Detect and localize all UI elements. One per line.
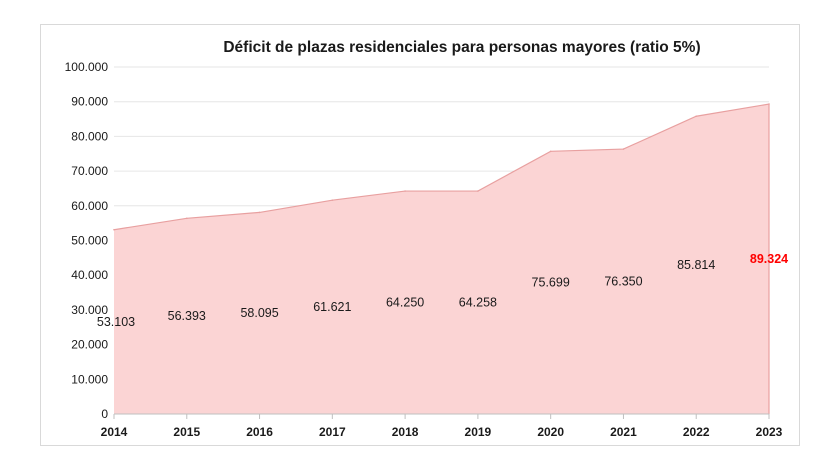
data-point [113,228,115,231]
x-tick-label: 2018 [392,425,419,439]
data-point [258,211,261,214]
data-point [404,190,406,192]
chart-svg: Déficit de plazas residenciales para per… [65,39,789,439]
data-labels: 53.103 56.393 58.095 61.621 64.250 64.258 75.6… [97,252,788,329]
y-tick-label: 60.000 [71,199,108,213]
data-label-highlight: 89.324 [750,252,788,266]
y-tick-label: 70.000 [71,164,108,178]
y-tick-label: 0 [101,407,108,421]
data-label: 64.258 [459,296,497,310]
chart-frame: Déficit de plazas residenciales para per… [40,24,800,446]
y-tick-label: 80.000 [71,129,108,143]
x-tick-label: 2017 [319,425,346,439]
data-point [549,150,552,153]
data-label: 58.095 [240,306,278,320]
y-tick-label: 90.000 [71,95,108,109]
data-point [768,103,770,105]
y-axis: 0 10.000 20.000 30.000 40.000 50.000 60.000 70.… [65,60,109,421]
y-tick-label: 50.000 [71,234,108,248]
y-tick-label: 20.000 [71,338,108,352]
data-label: 64.250 [386,296,424,310]
x-tick-label: 2022 [683,425,710,439]
x-axis: 2014 2015 2016 2017 2018 2019 2020 2021 2022 2023 [101,413,783,439]
data-point [185,217,188,220]
y-tick-label: 10.000 [71,372,108,386]
data-label: 75.699 [532,276,570,290]
x-tick-label: 2016 [246,425,273,439]
area-series [113,103,770,415]
y-tick-label: 40.000 [71,268,108,282]
data-point [477,190,479,192]
x-tick-label: 2021 [610,425,637,439]
data-point [331,199,334,201]
data-label: 61.621 [313,300,351,314]
x-tick-label: 2023 [756,425,783,439]
x-tick-label: 2014 [101,425,128,439]
data-label: 76.350 [604,275,642,289]
chart-title: Déficit de plazas residenciales para per… [223,39,700,56]
y-tick-label: 30.000 [71,303,108,317]
data-label: 53.103 [97,315,135,329]
area-fill [114,104,769,415]
data-point [695,115,698,118]
x-tick-label: 2015 [173,425,200,439]
x-tick-label: 2019 [465,425,492,439]
data-point [622,148,625,150]
x-tick-label: 2020 [537,425,564,439]
data-label: 56.393 [168,309,206,323]
data-label: 85.814 [677,258,715,272]
y-tick-label: 100.000 [65,60,109,74]
